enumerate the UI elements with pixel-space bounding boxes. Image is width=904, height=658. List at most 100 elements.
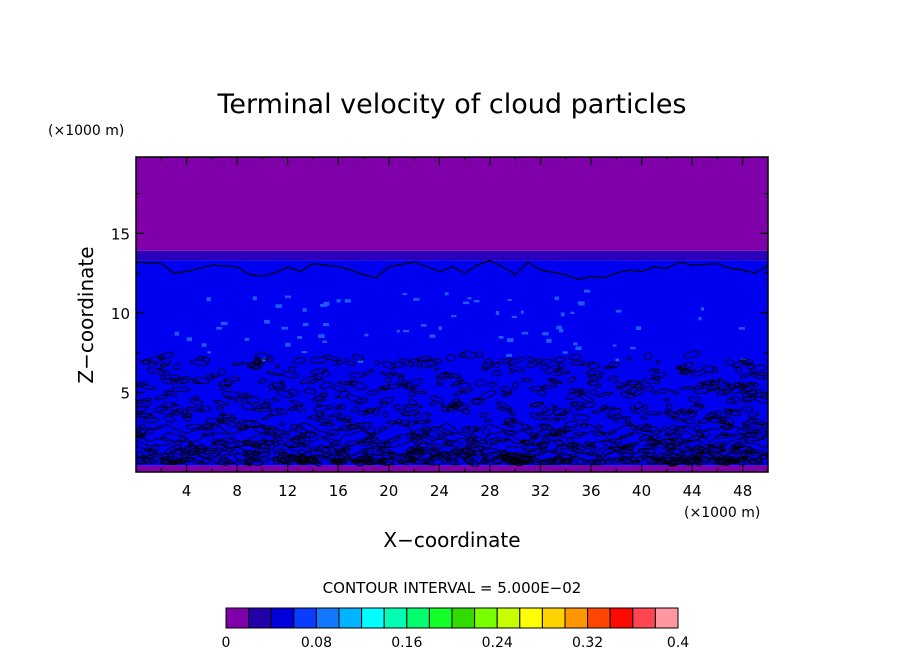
contour-loop	[521, 377, 532, 383]
speckle	[700, 307, 705, 311]
contour-loop	[580, 422, 588, 429]
region-main	[136, 260, 768, 466]
contour-loop	[374, 360, 380, 366]
contour-loop	[496, 407, 514, 414]
contour-loop	[603, 406, 616, 410]
contour-loop	[524, 427, 533, 435]
contour-loop	[279, 379, 285, 384]
speckle	[281, 326, 289, 330]
contour-loop	[152, 405, 169, 413]
contour-loop	[179, 452, 187, 457]
contour-loop	[262, 455, 269, 461]
speckle	[261, 357, 266, 362]
contour-loop	[749, 458, 756, 464]
speckle	[201, 343, 207, 347]
contour-loop	[244, 420, 261, 427]
contour-loop	[365, 432, 377, 439]
contour-loop	[166, 390, 178, 397]
contour-loop	[197, 460, 205, 465]
contour-loop	[634, 402, 644, 410]
contour-loop	[407, 391, 416, 398]
contour-loop	[702, 380, 720, 387]
contour-loop	[511, 458, 519, 465]
contour-loop	[664, 410, 677, 416]
contour-loop	[136, 381, 148, 387]
contour-loop	[491, 456, 506, 465]
contour-loop	[519, 454, 537, 459]
contour-loop	[173, 363, 182, 371]
contour-loop	[268, 383, 275, 391]
contour-loop	[585, 371, 604, 376]
contour-loop	[148, 455, 163, 463]
contour-loop	[645, 457, 658, 465]
x-tick-label: 28	[480, 482, 499, 500]
contour-loop	[146, 367, 166, 375]
speckle	[521, 331, 529, 335]
contour-loop	[587, 373, 597, 379]
contour-loop	[246, 458, 265, 466]
speckle	[556, 325, 562, 330]
speckle	[206, 297, 211, 302]
contour-loop	[170, 377, 180, 383]
contour-loop	[461, 426, 471, 431]
contour-loop	[261, 414, 274, 420]
contour-loop	[468, 434, 477, 442]
contour-loop	[136, 405, 148, 414]
contour-loop	[723, 452, 738, 459]
contour-loop	[242, 450, 261, 456]
contour-loop	[722, 390, 729, 397]
contour-loop	[663, 398, 671, 402]
contour-loop	[671, 458, 689, 466]
contour-loop	[742, 396, 757, 402]
contour-loop	[652, 375, 661, 381]
contour-loop	[223, 460, 238, 465]
contour-loop	[377, 459, 394, 466]
contour-loop	[161, 402, 176, 409]
contour-loop	[420, 426, 432, 433]
contour-loop	[553, 356, 566, 363]
contour-loop	[216, 458, 233, 466]
x-tick-label: 40	[632, 482, 651, 500]
contour-loop	[211, 450, 220, 458]
contour-loop	[570, 360, 585, 366]
contour-loop	[671, 417, 687, 423]
speckle	[612, 344, 617, 347]
contour-loop	[467, 426, 478, 433]
contour-loop	[171, 386, 191, 392]
speckle	[506, 338, 514, 343]
speckle	[264, 319, 270, 324]
contour-loop	[190, 398, 204, 406]
contour-loop	[236, 422, 249, 431]
speckle	[344, 299, 351, 303]
contour-loop	[299, 453, 307, 460]
contour-loop	[198, 406, 211, 413]
contour-loop	[293, 357, 306, 365]
contour-loop	[666, 443, 674, 450]
speckle	[357, 360, 364, 363]
contour-loop	[595, 384, 602, 388]
contour-loop	[196, 355, 205, 361]
contour-loop	[336, 417, 354, 424]
contour-loop	[536, 441, 548, 448]
contour-loop	[401, 410, 420, 417]
speckle	[220, 321, 228, 326]
contour-loop	[309, 356, 328, 364]
contour-loop	[472, 436, 488, 445]
colorbar-swatch	[451, 607, 476, 629]
contour-loop	[213, 400, 230, 406]
contour-loop	[759, 429, 768, 436]
contour-loop	[667, 456, 684, 467]
contour-loop	[683, 417, 695, 425]
contour-loop	[319, 392, 325, 398]
contour-loop	[603, 365, 616, 369]
speckle	[498, 335, 504, 339]
contour-loop	[760, 455, 767, 460]
contour-loop	[611, 457, 622, 464]
contour-loop	[380, 387, 388, 391]
contour-loop	[220, 413, 236, 420]
contour-loop	[402, 382, 415, 391]
contour-loop	[683, 350, 701, 359]
colorbar: 0 0.08 0.16 0.24 0.32 0.4	[222, 607, 689, 651]
contour-loop	[737, 457, 756, 461]
contour-loop	[580, 361, 595, 366]
